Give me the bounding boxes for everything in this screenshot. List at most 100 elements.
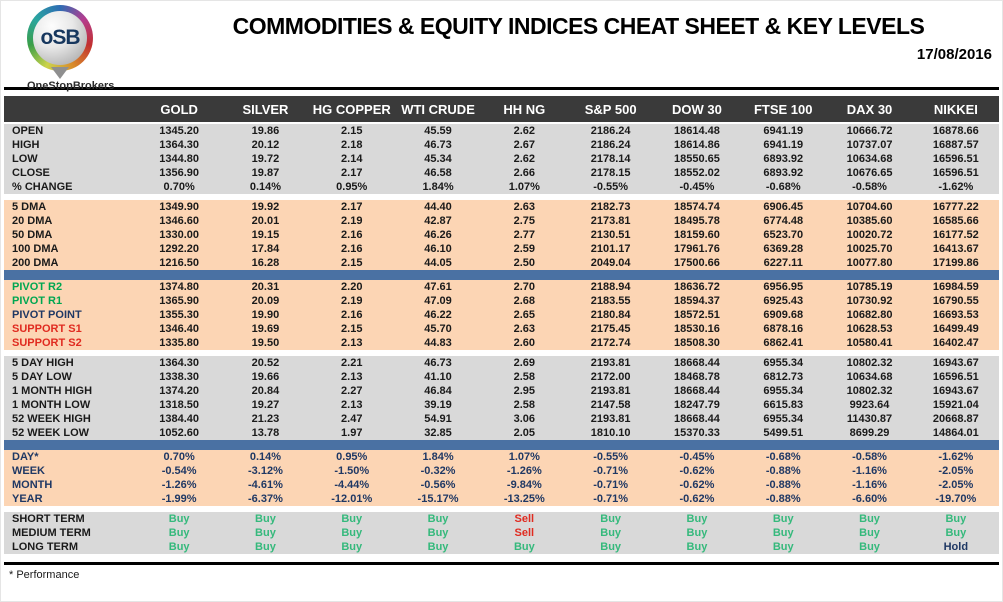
value-cell: -0.71%: [593, 465, 629, 477]
header-divider-rule: [4, 87, 999, 90]
value-cell: 46.22: [424, 309, 452, 321]
value-cell: 1052.60: [159, 427, 200, 439]
value-cell: 2.16: [341, 243, 363, 255]
value-cell: 1364.30: [159, 357, 200, 369]
value-cell: 2.62: [513, 153, 536, 165]
value-cell: 1374.80: [159, 281, 200, 293]
value-cell: 2101.17: [590, 243, 631, 255]
value-cell: 6878.16: [763, 323, 804, 335]
value-cell: 54.91: [424, 413, 452, 425]
value-cell: 10730.92: [846, 295, 893, 307]
value-cell: -1.16%: [852, 479, 887, 491]
value-cell: 1335.80: [159, 337, 200, 349]
value-cell: 2.77: [513, 229, 536, 241]
value-cell: 3.06: [513, 413, 536, 425]
value-cell: 10385.60: [846, 215, 893, 227]
value-cell: 18247.79: [674, 399, 720, 411]
value-cell: 46.73: [424, 357, 452, 369]
table-row-1-month-high: 1 MONTH HIGH 1374.20 20.84 2.27 46.84 2.95 219…: [4, 384, 999, 398]
table-row-1-month-low: 1 MONTH LOW 1318.50 19.27 2.13 39.19 2.58 2147…: [4, 398, 999, 412]
table-row-year: YEAR -1.99% -6.37% -12.01% -15.17% -13.25% -0.…: [4, 492, 999, 506]
value-cell: 6941.19: [763, 139, 804, 151]
value-cell: 16887.57: [932, 139, 979, 151]
value-cell: -0.45%: [679, 181, 715, 193]
page-header: oSB OneStopBrokers COMMODITIES & EQUITY …: [1, 1, 1002, 92]
value-cell: 2180.84: [590, 309, 631, 321]
value-cell: 2175.45: [590, 323, 631, 335]
section-pivots: PIVOT R2 1374.80 20.31 2.20 47.61 2.70 2188.94…: [4, 280, 999, 350]
value-cell: 16596.51: [932, 371, 979, 383]
value-cell: Buy: [600, 527, 622, 539]
value-cell: -2.05%: [938, 479, 974, 491]
value-cell: 13.78: [251, 427, 280, 439]
value-cell: 2.27: [341, 385, 363, 397]
value-cell: 20.01: [251, 215, 280, 227]
table-row-5-day-low: 5 DAY LOW 1338.30 19.66 2.13 41.10 2.58 2172.0…: [4, 370, 999, 384]
table-row-open: OPEN 1345.20 19.86 2.15 45.59 2.62 2186.24 1861…: [4, 124, 999, 138]
table-row-support-s1: SUPPORT S1 1346.40 19.69 2.15 45.70 2.63 2175.…: [4, 322, 999, 336]
value-cell: 15370.33: [674, 427, 720, 439]
column-header-hh-ng: HH NG: [503, 101, 546, 117]
value-cell: -0.55%: [593, 451, 629, 463]
value-cell: -6.60%: [852, 493, 887, 505]
value-cell: 1318.50: [159, 399, 200, 411]
value-cell: 18614.48: [674, 125, 720, 137]
table-row-50-dma: 50 DMA 1330.00 19.15 2.16 46.26 2.77 2130.51 18…: [4, 228, 999, 242]
table-row-200-dma: 200 DMA 1216.50 16.28 2.15 44.05 2.50 2049.04 1…: [4, 256, 999, 270]
row-label: SUPPORT S1: [12, 323, 82, 335]
value-cell: 44.83: [424, 337, 452, 349]
value-cell: Sell: [514, 527, 535, 539]
row-label: SUPPORT S2: [12, 337, 82, 349]
value-cell: 19.15: [251, 229, 280, 241]
value-cell: 1356.90: [159, 167, 200, 179]
value-cell: -0.68%: [765, 451, 801, 463]
value-cell: -0.71%: [593, 493, 629, 505]
value-cell: 2.13: [341, 399, 363, 411]
value-cell: 1.84%: [422, 181, 454, 193]
column-header-s-p-500: S&P 500: [584, 101, 637, 117]
table-row-pivot-r1: PIVOT R1 1365.90 20.09 2.19 47.09 2.68 2183.55…: [4, 294, 999, 308]
value-cell: -4.61%: [248, 479, 283, 491]
row-label: 52 WEEK LOW: [12, 427, 90, 439]
value-cell: Buy: [255, 541, 276, 553]
value-cell: 2.75: [513, 215, 536, 227]
value-cell: Buy: [686, 513, 708, 525]
value-cell: -0.62%: [679, 493, 715, 505]
value-cell: 0.95%: [336, 451, 368, 463]
value-cell: 6955.34: [763, 357, 804, 369]
value-cell: 16.28: [251, 257, 280, 269]
value-cell: 19.69: [251, 323, 280, 335]
value-cell: 16596.51: [932, 153, 979, 165]
value-cell: 18550.65: [674, 153, 720, 165]
column-header-wti-crude: WTI CRUDE: [401, 101, 475, 117]
page-title: COMMODITIES & EQUITY INDICES CHEAT SHEET…: [232, 13, 925, 39]
section-ranges: 5 DAY HIGH 1364.30 20.52 2.21 46.73 2.69 2193.…: [4, 356, 999, 440]
value-cell: Buy: [772, 541, 794, 553]
table-row-20-dma: 20 DMA 1346.60 20.01 2.19 42.87 2.75 2173.81 18…: [4, 214, 999, 228]
table-body: OPEN 1345.20 19.86 2.15 45.59 2.62 2186.24 1861…: [4, 124, 999, 554]
value-cell: 10676.65: [846, 167, 893, 179]
value-cell: -1.50%: [334, 465, 370, 477]
value-cell: 16777.22: [932, 201, 979, 213]
value-cell: Buy: [427, 541, 449, 553]
value-cell: 46.58: [424, 167, 452, 179]
value-cell: Sell: [514, 513, 535, 525]
value-cell: 1330.00: [159, 229, 200, 241]
value-cell: 16177.52: [932, 229, 979, 241]
value-cell: 6906.45: [763, 201, 804, 213]
table-row-month: MONTH -1.26% -4.61% -4.44% -0.56% -9.84% -0.71…: [4, 478, 999, 492]
section-signals: SHORT TERM Buy Buy Buy Buy Sell Buy Buy Buy Buy Bu…: [4, 512, 999, 554]
value-cell: Buy: [945, 527, 967, 539]
value-cell: 18530.16: [674, 323, 720, 335]
column-header-dow-30: DOW 30: [672, 101, 722, 117]
value-cell: 1345.20: [159, 125, 200, 137]
value-cell: -0.45%: [679, 451, 715, 463]
value-cell: 1292.20: [159, 243, 200, 255]
value-cell: 2.14: [341, 153, 363, 165]
value-cell: 2049.04: [590, 257, 631, 269]
value-cell: 1364.30: [159, 139, 200, 151]
value-cell: 19.72: [251, 153, 280, 165]
value-cell: 2.70: [513, 281, 536, 293]
section-divider: [4, 270, 999, 280]
